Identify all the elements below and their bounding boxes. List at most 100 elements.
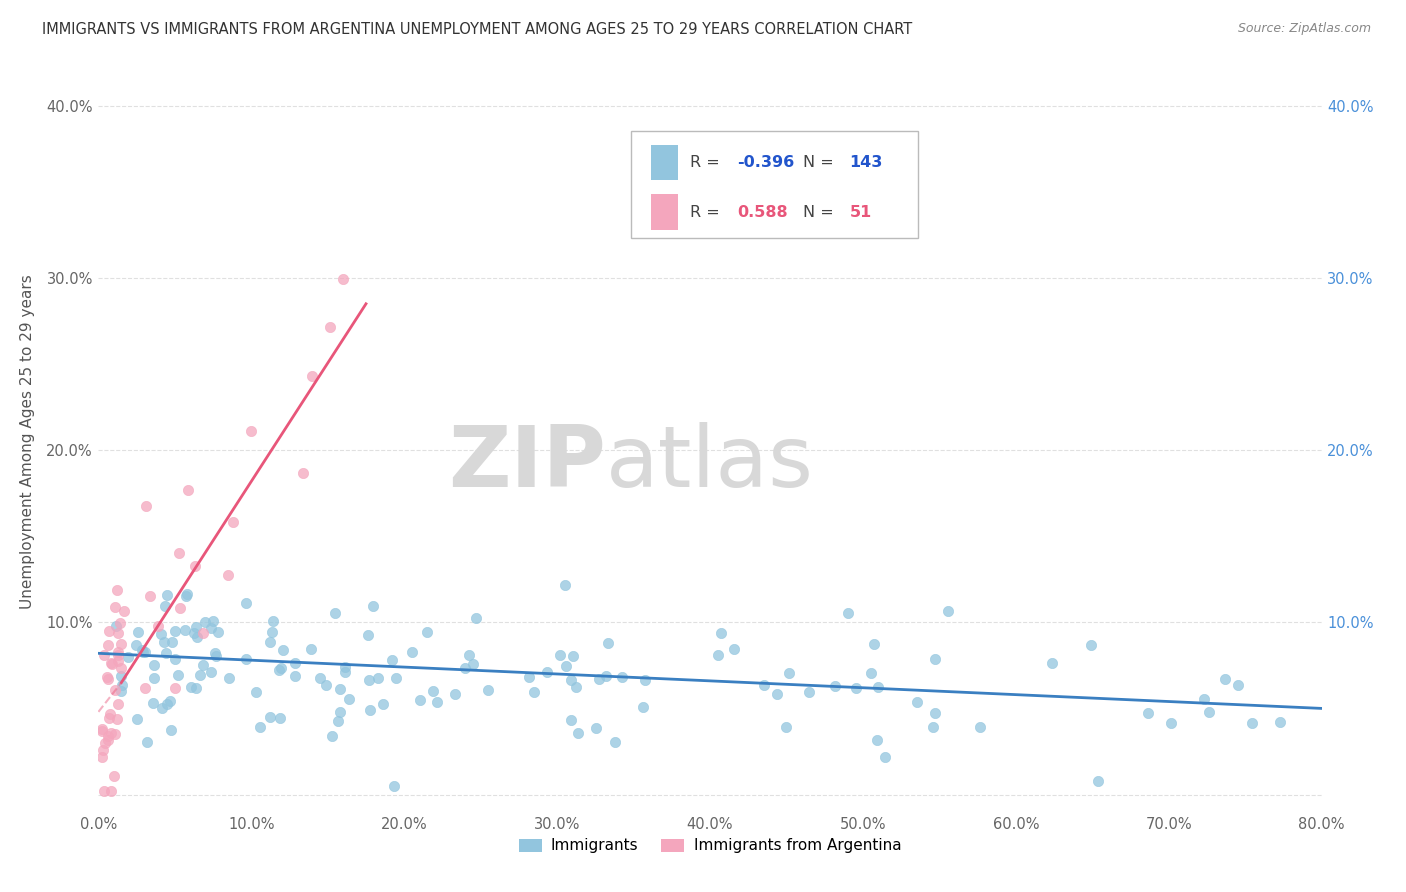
Point — [193, 658, 215, 673]
Point — [107, 648, 129, 662]
Point — [165, 681, 187, 696]
Point — [523, 684, 546, 698]
Text: atlas: atlas — [606, 422, 814, 505]
Point — [824, 679, 846, 693]
Point — [103, 769, 125, 783]
Point — [969, 720, 991, 734]
Point — [270, 661, 292, 675]
Point — [245, 685, 267, 699]
Point — [710, 626, 733, 640]
Point — [357, 628, 380, 642]
Point — [321, 729, 343, 743]
Point — [165, 624, 187, 639]
Point — [1136, 706, 1159, 720]
Point — [110, 669, 132, 683]
Point — [200, 665, 222, 679]
Point — [207, 625, 229, 640]
Point — [603, 735, 626, 749]
Point — [361, 599, 384, 614]
Point — [560, 673, 582, 687]
Point — [249, 719, 271, 733]
Text: R =: R = — [690, 155, 725, 169]
Point — [134, 645, 156, 659]
Point — [463, 657, 485, 672]
Point — [359, 703, 381, 717]
Point — [105, 619, 128, 633]
Point — [1087, 774, 1109, 789]
Point — [217, 568, 239, 582]
Point — [269, 710, 291, 724]
Point — [1270, 714, 1292, 729]
Point — [382, 779, 405, 793]
Point — [837, 606, 859, 620]
Point — [110, 637, 132, 651]
Point — [222, 515, 245, 529]
Point — [142, 696, 165, 710]
Point — [132, 645, 155, 659]
Legend: Immigrants, Immigrants from Argentina: Immigrants, Immigrants from Argentina — [513, 832, 907, 860]
Point — [723, 641, 745, 656]
Point — [707, 648, 730, 663]
Point — [1198, 705, 1220, 719]
Point — [162, 635, 184, 649]
Point — [262, 615, 284, 629]
Point — [149, 626, 172, 640]
Point — [585, 722, 607, 736]
Point — [105, 582, 128, 597]
Text: N =: N = — [803, 155, 839, 169]
Point — [775, 721, 797, 735]
Point — [96, 670, 118, 684]
Point — [868, 681, 890, 695]
Point — [560, 713, 582, 727]
Point — [127, 624, 149, 639]
Point — [443, 687, 465, 701]
Text: IMMIGRANTS VS IMMIGRANTS FROM ARGENTINA UNEMPLOYMENT AMONG AGES 25 TO 29 YEARS C: IMMIGRANTS VS IMMIGRANTS FROM ARGENTINA … — [42, 22, 912, 37]
Point — [176, 587, 198, 601]
Point — [422, 683, 444, 698]
Point — [326, 714, 349, 728]
Point — [596, 636, 619, 650]
Y-axis label: Unemployment Among Ages 25 to 29 years: Unemployment Among Ages 25 to 29 years — [20, 274, 35, 609]
Point — [292, 466, 315, 480]
Point — [180, 680, 202, 694]
Point — [905, 695, 928, 709]
Point — [104, 682, 127, 697]
Point — [204, 646, 226, 660]
Point — [94, 736, 117, 750]
Point — [778, 665, 800, 680]
Point — [862, 637, 884, 651]
Point — [146, 619, 169, 633]
Point — [267, 663, 290, 677]
Point — [101, 657, 124, 671]
Point — [194, 615, 217, 629]
Point — [548, 648, 571, 663]
Point — [385, 671, 408, 685]
Point — [156, 698, 179, 712]
Point — [457, 648, 479, 663]
Point — [610, 670, 633, 684]
Point — [259, 709, 281, 723]
FancyBboxPatch shape — [630, 130, 918, 238]
Point — [271, 643, 294, 657]
Point — [107, 645, 129, 659]
Text: ZIP: ZIP — [449, 422, 606, 505]
Point — [200, 621, 222, 635]
Point — [205, 648, 228, 663]
Point — [235, 597, 257, 611]
Point — [97, 673, 120, 687]
Point — [333, 665, 356, 679]
Point — [309, 671, 332, 685]
Point — [108, 615, 131, 630]
Point — [202, 615, 225, 629]
Point — [1192, 691, 1215, 706]
Point — [163, 652, 186, 666]
Point — [218, 671, 240, 685]
Point — [860, 666, 883, 681]
Point — [401, 645, 423, 659]
Point — [97, 624, 120, 638]
Point — [239, 424, 262, 438]
Point — [183, 626, 205, 640]
Point — [152, 634, 174, 648]
Point — [167, 546, 190, 560]
Point — [936, 603, 959, 617]
